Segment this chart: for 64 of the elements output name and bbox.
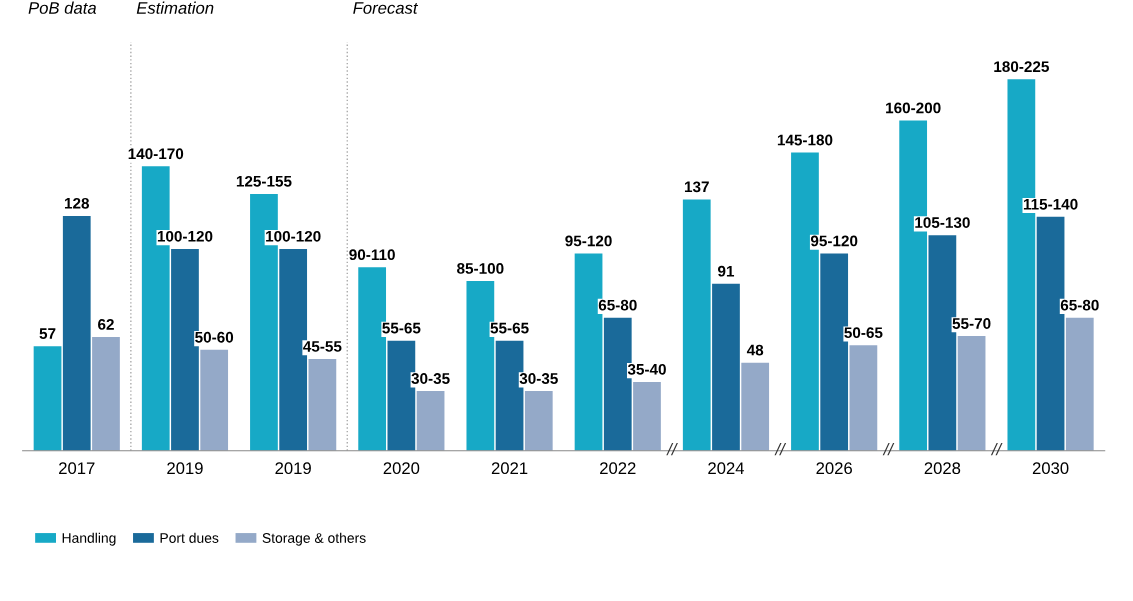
data-label: 91 (718, 265, 735, 277)
annotation: // (990, 442, 1003, 456)
x-tick-label: 2020 (383, 462, 420, 475)
legend-label: Port dues (160, 532, 219, 543)
bar (416, 391, 445, 451)
x-tick-label: 2017 (59, 462, 95, 475)
bar (849, 345, 878, 451)
text: Forecast (353, 2, 419, 14)
x-tick-label: 2019 (275, 462, 311, 475)
data-label: 35-40 (627, 363, 666, 375)
data-label: 137 (684, 181, 709, 193)
data-label: 115-140 (1023, 198, 1078, 210)
data-label: 62 (98, 318, 114, 330)
x-tick-label: 2022 (600, 462, 636, 475)
data-label: 100-120 (266, 230, 321, 242)
data-label: 95-120 (810, 235, 858, 247)
bar (633, 381, 661, 451)
x-tick-label: 2030 (1032, 462, 1069, 475)
data-label: 48 (746, 344, 764, 356)
legend-label: Handling (62, 532, 116, 546)
bar (741, 362, 770, 451)
data-label: 55-70 (952, 318, 991, 329)
text: Estimation (136, 1, 214, 14)
data-label: 160-200 (886, 102, 941, 114)
x-tick-label: 2024 (708, 462, 745, 475)
annotation: // (774, 442, 787, 456)
data-label: 140-170 (128, 148, 184, 160)
bar (524, 391, 553, 451)
bar (712, 283, 740, 451)
data-label: 57 (39, 328, 56, 339)
data-label: 95-120 (565, 235, 612, 247)
text: PoB data (28, 1, 97, 14)
data-label: 65-80 (1060, 299, 1099, 311)
x-tick-label: 2028 (924, 462, 961, 475)
bar (957, 336, 986, 451)
bar (62, 215, 91, 451)
x-tick-label: 2021 (491, 462, 528, 475)
data-label: 50-65 (844, 327, 883, 339)
bar (33, 346, 62, 451)
annotation: // (882, 442, 895, 456)
data-label: 30-35 (519, 373, 558, 384)
bar (92, 337, 120, 451)
bar (200, 349, 229, 451)
annotation: // (666, 442, 678, 456)
data-label: 128 (64, 197, 90, 209)
data-label: 55-65 (382, 322, 421, 334)
data-label: 45-55 (303, 341, 342, 352)
data-label: 50-60 (195, 331, 234, 343)
data-label: 105-130 (915, 217, 970, 229)
data-label: 145-180 (777, 134, 833, 146)
data-label: 55-65 (490, 322, 529, 334)
data-label: 65-80 (598, 299, 637, 311)
data-label: 30-35 (411, 373, 450, 384)
bar (308, 359, 337, 451)
bar (682, 199, 711, 451)
x-tick-label: 2019 (167, 462, 203, 475)
bar (1065, 317, 1094, 451)
data-label: 100-120 (157, 230, 213, 242)
x-tick-label: 2026 (816, 462, 852, 475)
data-label: 85-100 (457, 263, 504, 274)
data-label: 125-155 (236, 175, 292, 187)
data-label: 90-110 (349, 249, 395, 261)
data-label: 180-225 (994, 61, 1049, 73)
legend-label: Storage & others (262, 532, 366, 546)
